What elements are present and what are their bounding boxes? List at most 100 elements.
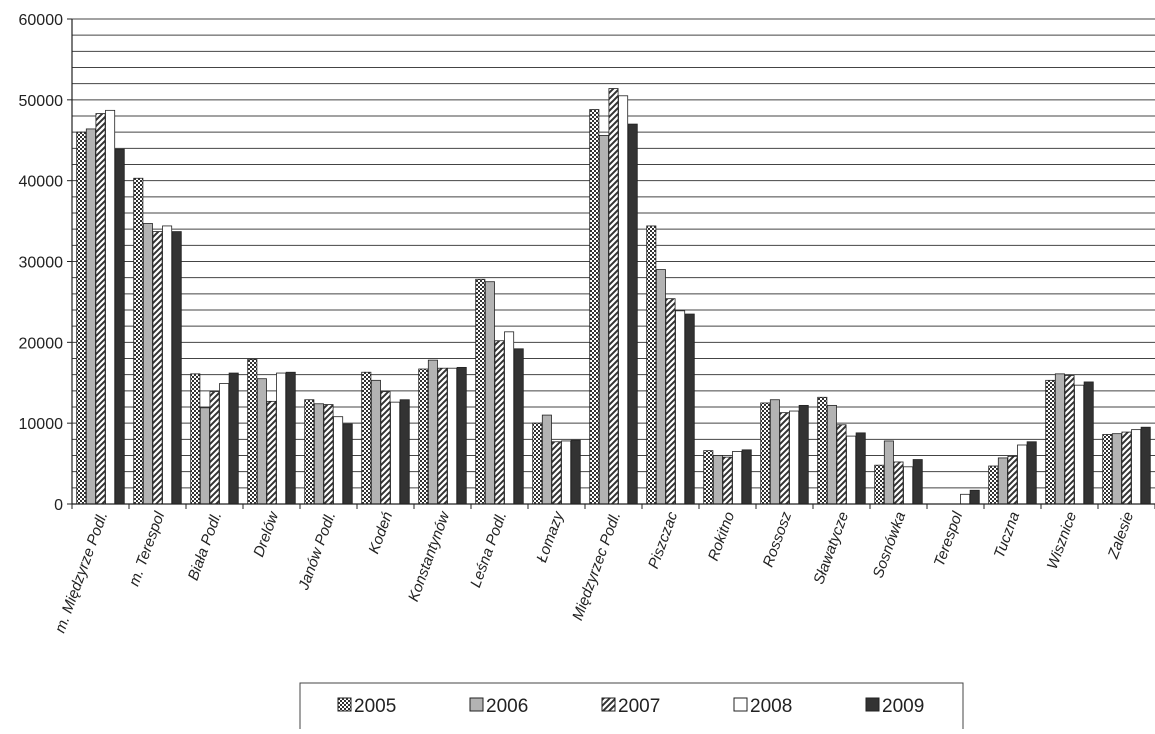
bar-2005 xyxy=(191,374,200,504)
bar-2007 xyxy=(1008,456,1017,504)
bar-2005 xyxy=(533,423,542,504)
x-tick-label: Drelów xyxy=(250,508,282,559)
bar-2007 xyxy=(1122,432,1131,504)
bar-2008 xyxy=(277,373,286,504)
bar-2006 xyxy=(314,404,323,504)
bar-2006 xyxy=(599,135,608,504)
x-tick-label: Tuczna xyxy=(991,510,1023,561)
bar-2005 xyxy=(77,132,86,504)
bar-2007 xyxy=(780,413,789,504)
y-tick-label: 20000 xyxy=(19,335,64,352)
bar-2005 xyxy=(875,465,884,504)
x-tick-label: Sosnówka xyxy=(870,510,910,581)
bar-2009 xyxy=(1141,427,1150,504)
bar-2006 xyxy=(656,270,665,504)
bar-2007 xyxy=(894,462,903,504)
bar-2008 xyxy=(106,110,115,504)
bar-2008 xyxy=(676,311,685,504)
bar-2008 xyxy=(790,411,799,504)
bar-2008 xyxy=(961,494,970,504)
bar-2006 xyxy=(998,458,1007,504)
bar-2009 xyxy=(286,372,295,504)
bar-2007 xyxy=(96,114,105,504)
bar-2009 xyxy=(685,314,694,504)
bar-2007 xyxy=(1065,375,1074,504)
bar-2009 xyxy=(457,367,466,504)
bar-2005 xyxy=(419,369,428,504)
x-tick-label: Międzyrzec Podl. xyxy=(569,510,624,623)
bar-2007 xyxy=(666,299,675,504)
x-tick-label: Zalesie xyxy=(1104,510,1137,562)
bar-2005 xyxy=(647,226,656,504)
bar-2005 xyxy=(1103,434,1112,504)
y-tick-label: 10000 xyxy=(19,416,64,433)
bar-2008 xyxy=(1018,445,1027,504)
bar-2008 xyxy=(391,402,400,504)
bar-2009 xyxy=(742,450,751,504)
x-tick-label: Terespol xyxy=(931,509,967,569)
y-tick-label: 50000 xyxy=(19,93,64,110)
y-tick-label: 40000 xyxy=(19,174,64,191)
bar-2009 xyxy=(856,433,865,504)
bars-layer xyxy=(77,89,1151,504)
legend-swatch-2005 xyxy=(338,698,351,711)
bar-2006 xyxy=(1055,374,1064,504)
bar-2008 xyxy=(847,436,856,504)
x-tick-label: Leśna Podl. xyxy=(467,510,510,590)
x-tick-label: Biała Podl. xyxy=(185,510,226,583)
bar-2008 xyxy=(1132,430,1141,504)
bar-2009 xyxy=(514,349,523,504)
bar-2009 xyxy=(115,149,124,504)
bar-2009 xyxy=(400,400,409,504)
bar-2009 xyxy=(172,232,181,504)
bar-2005 xyxy=(989,466,998,504)
bar-2006 xyxy=(1112,434,1121,504)
bar-2005 xyxy=(362,372,371,504)
bar-2007 xyxy=(324,405,333,504)
x-tick-label: Wisznice xyxy=(1044,510,1080,572)
bar-2005 xyxy=(134,178,143,504)
y-tick-label: 30000 xyxy=(19,255,64,272)
bar-2005 xyxy=(761,403,770,504)
bar-2009 xyxy=(1084,382,1093,504)
legend-swatch-2009 xyxy=(866,698,879,711)
bar-2006 xyxy=(428,360,437,504)
bar-2009 xyxy=(571,440,580,504)
bar-2005 xyxy=(818,397,827,504)
x-tick-label: m. Terespol xyxy=(126,509,169,589)
x-tick-label: Łomazy xyxy=(533,508,567,565)
bar-2007 xyxy=(438,368,447,504)
bar-2006 xyxy=(143,224,152,504)
bar-2006 xyxy=(827,405,836,504)
bar-2009 xyxy=(229,373,238,504)
legend-swatch-2008 xyxy=(734,698,747,711)
bar-2008 xyxy=(733,451,742,504)
x-tick-label: Konstantynów xyxy=(405,508,454,603)
bar-2008 xyxy=(220,384,229,504)
bar-2007 xyxy=(552,442,561,504)
bar-2008 xyxy=(505,332,514,504)
legend-swatch-2006 xyxy=(470,698,483,711)
x-tick-label: m. Międzyrze Podl. xyxy=(52,510,112,636)
x-tick-label: Sławatycze xyxy=(810,510,852,587)
x-tick-label: Rossosz xyxy=(760,509,796,569)
bar-2006 xyxy=(713,456,722,505)
legend-label-2008: 2008 xyxy=(750,696,792,717)
bar-2007 xyxy=(723,457,732,504)
bar-2006 xyxy=(884,441,893,504)
bar-2008 xyxy=(1075,385,1084,504)
legend-label-2005: 2005 xyxy=(354,696,396,717)
legend-label-2009: 2009 xyxy=(882,696,924,717)
bar-2008 xyxy=(904,467,913,504)
bar-2006 xyxy=(770,400,779,504)
legend-label-2006: 2006 xyxy=(486,696,528,717)
bar-2009 xyxy=(343,424,352,504)
bar-2005 xyxy=(248,359,257,504)
bar-2009 xyxy=(1027,442,1036,504)
bar-2007 xyxy=(210,392,219,504)
bar-2005 xyxy=(476,279,485,504)
